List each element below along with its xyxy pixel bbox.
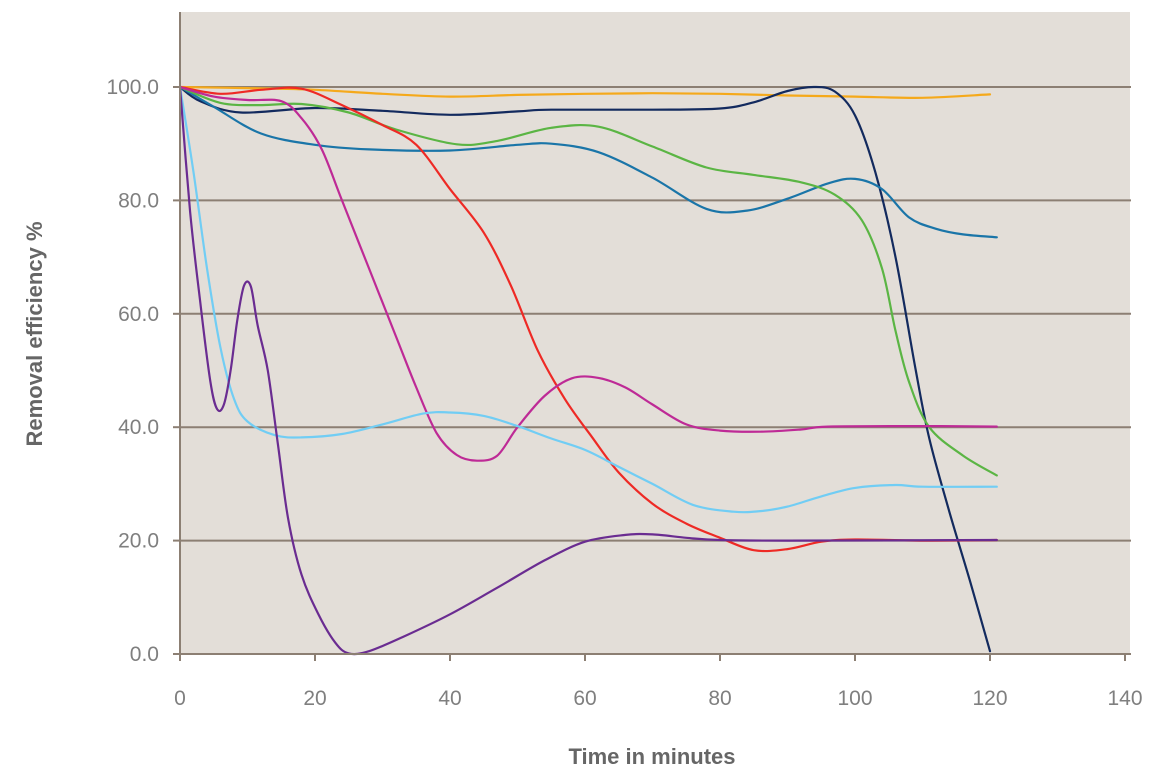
x-axis-title: Time in minutes — [568, 744, 735, 769]
x-tick-label: 120 — [972, 687, 1007, 710]
series-line-6 — [178, 85, 998, 462]
y-tick-label: 20.0 — [118, 530, 159, 553]
y-axis-title: Removal efficiency % — [22, 222, 47, 447]
plot-background — [180, 12, 1130, 654]
series-line-3 — [178, 85, 998, 239]
series-line-8 — [178, 85, 998, 656]
x-tick-label: 80 — [708, 687, 731, 710]
x-tick-label: 100 — [837, 687, 872, 710]
y-tick-label: 60.0 — [118, 303, 159, 326]
x-tick-label: 40 — [438, 687, 461, 710]
series-line-4 — [178, 85, 998, 477]
y-tick-label: 40.0 — [118, 416, 159, 439]
series-line-1 — [178, 85, 992, 99]
x-tick-label: 140 — [1107, 687, 1142, 710]
series-line-7 — [178, 85, 998, 514]
y-tick-label: 0.0 — [130, 643, 159, 666]
axes — [173, 12, 1131, 661]
y-tick-label: 80.0 — [118, 189, 159, 212]
x-tick-label: 0 — [174, 687, 186, 710]
x-tick-label: 20 — [303, 687, 326, 710]
series-line-5 — [178, 85, 998, 553]
series-line-2 — [178, 85, 992, 653]
y-tick-label: 100.0 — [106, 76, 159, 99]
tick-labels: 0.0 20.0 40.0 60.0 80.0 100.0 0 20 40 60 80 100 120 1… — [106, 76, 1142, 710]
series-lines — [178, 85, 998, 656]
x-tick-label: 60 — [573, 687, 596, 710]
